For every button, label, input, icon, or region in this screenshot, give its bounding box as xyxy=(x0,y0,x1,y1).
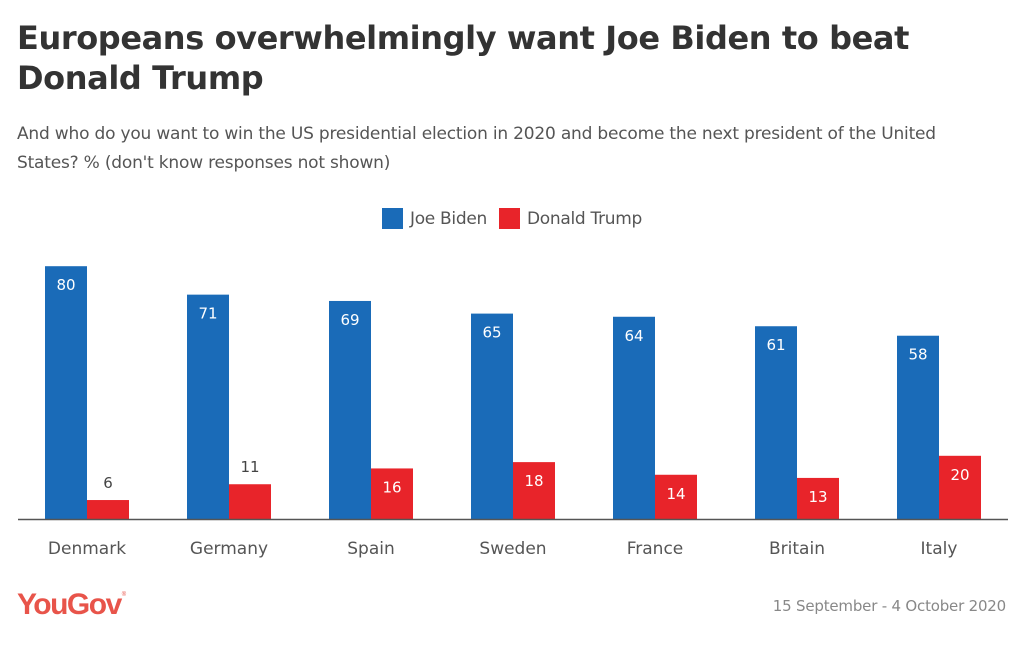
data-label-trump-italy: 20 xyxy=(950,466,969,484)
data-label-biden-britain: 61 xyxy=(766,336,785,354)
bar-trump-france xyxy=(655,474,697,519)
logo-text: YouGov xyxy=(17,588,122,621)
x-tick-label-france: France xyxy=(627,539,684,559)
data-label-biden-germany: 71 xyxy=(198,305,217,323)
data-label-biden-italy: 58 xyxy=(908,346,927,364)
legend-swatch-trump xyxy=(498,208,520,229)
chart-subtitle: And who do you want to win the US presid… xyxy=(17,124,936,173)
legend: Joe Biden Donald Trump xyxy=(0,208,1024,229)
data-label-biden-france: 64 xyxy=(624,327,643,345)
x-tick-label-spain: Spain xyxy=(347,539,395,559)
bar-trump-denmark xyxy=(87,500,129,519)
legend-swatch-biden xyxy=(381,208,403,229)
data-label-trump-britain: 13 xyxy=(808,488,827,506)
x-tick-label-britain: Britain xyxy=(769,539,825,559)
bar-biden-germany xyxy=(187,294,229,519)
legend-item-biden: Joe Biden xyxy=(381,208,487,229)
bar-trump-italy xyxy=(939,455,981,519)
yougov-logo: YouGov® xyxy=(17,588,126,622)
bar-biden-sweden xyxy=(471,313,513,519)
data-label-trump-sweden: 18 xyxy=(524,472,543,490)
bar-chart: 80 6 Denmark 71 11 Germany 69 16 Spain 65 18 Sweden… xyxy=(18,266,1008,559)
bar-trump-sweden xyxy=(513,462,555,519)
data-label-biden-sweden: 65 xyxy=(482,324,501,342)
data-label-trump-france: 14 xyxy=(666,485,685,503)
bar-trump-britain xyxy=(797,477,839,519)
x-tick-label-italy: Italy xyxy=(921,539,958,559)
bar-trump-germany xyxy=(229,484,271,519)
x-tick-label-sweden: Sweden xyxy=(479,539,546,559)
date-range: 15 September - 4 October 2020 xyxy=(772,597,1006,615)
registered-mark: ® xyxy=(121,592,126,598)
legend-label-biden: Joe Biden xyxy=(409,208,487,229)
bar-biden-italy xyxy=(897,335,939,519)
data-label-biden-spain: 69 xyxy=(340,311,359,329)
data-label-biden-denmark: 80 xyxy=(56,276,75,294)
bar-biden-spain xyxy=(329,300,371,519)
x-tick-label-germany: Germany xyxy=(190,539,268,559)
legend-item-trump: Donald Trump xyxy=(498,208,642,229)
legend-label-trump: Donald Trump xyxy=(526,208,642,229)
x-tick-label-denmark: Denmark xyxy=(48,539,126,559)
bar-biden-denmark xyxy=(45,266,87,519)
data-label-trump-germany: 11 xyxy=(240,458,259,476)
bar-biden-france xyxy=(613,316,655,519)
data-label-trump-denmark: 6 xyxy=(103,474,113,492)
chart-title: Europeans overwhelmingly want Joe Biden … xyxy=(17,19,910,97)
bar-trump-spain xyxy=(371,468,413,519)
bar-biden-britain xyxy=(755,326,797,519)
data-label-trump-spain: 16 xyxy=(382,478,401,496)
